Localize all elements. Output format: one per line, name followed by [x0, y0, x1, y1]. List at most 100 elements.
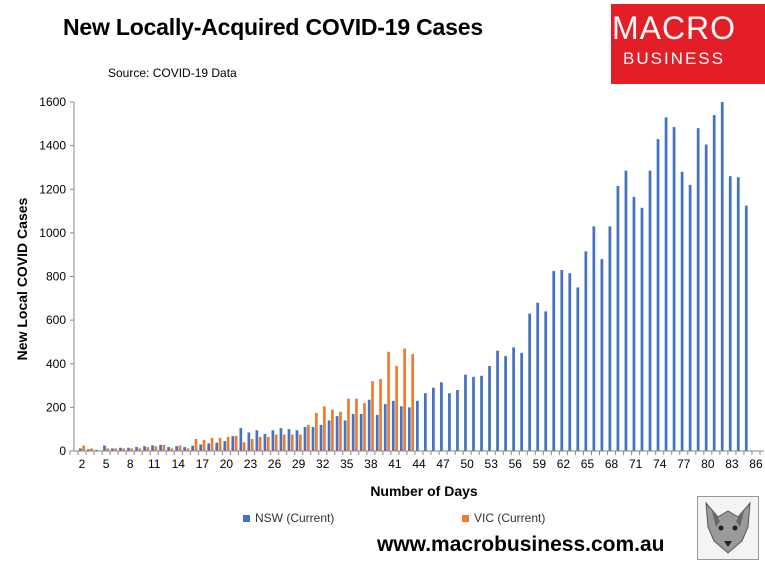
- nsw-bar: [584, 251, 588, 451]
- vic-bar: [138, 448, 142, 451]
- x-tick-label: 65: [581, 457, 595, 471]
- vic-bar: [250, 439, 254, 451]
- x-tick-label: 32: [316, 457, 330, 471]
- nsw-bar: [399, 406, 403, 451]
- nsw-bar: [440, 382, 443, 451]
- nsw-bar: [127, 447, 130, 451]
- vic-bar: [234, 435, 238, 451]
- vic-bar: [90, 448, 94, 451]
- nsw-bar: [704, 144, 708, 451]
- vic-bar: [146, 447, 150, 451]
- nsw-bar: [712, 115, 716, 451]
- nsw-bar: [111, 448, 114, 451]
- nsw-bar: [327, 420, 331, 451]
- vic-bar: [266, 436, 270, 451]
- vic-bar: [298, 434, 302, 451]
- nsw-bar: [520, 352, 523, 451]
- nsw-bar: [696, 128, 700, 451]
- nsw-bar: [239, 428, 243, 451]
- vic-bar: [411, 353, 415, 451]
- x-tick-label: 86: [749, 457, 763, 471]
- vic-bar: [130, 448, 134, 451]
- nsw-bar: [263, 433, 267, 451]
- x-tick-label: 80: [701, 457, 715, 471]
- nsw-bar: [680, 171, 684, 452]
- x-tick-label: 20: [220, 457, 234, 471]
- vic-bar: [202, 440, 206, 451]
- nsw-bar: [247, 432, 251, 451]
- nsw-bar: [504, 356, 507, 451]
- legend-vic-label: VIC (Current): [474, 511, 546, 525]
- x-tick-label: 26: [268, 457, 282, 471]
- x-axis-label: Number of Days: [370, 483, 478, 499]
- legend-vic-swatch: [462, 515, 469, 523]
- bars-layer: [79, 102, 748, 452]
- nsw-bar: [87, 449, 90, 451]
- nsw-bar: [79, 448, 82, 451]
- vic-bar: [186, 448, 190, 451]
- logo-line-2: BUSINESS: [623, 49, 725, 68]
- nsw-bar: [592, 226, 596, 451]
- nsw-bar: [311, 427, 315, 451]
- nsw-bar: [656, 139, 660, 451]
- y-axis-label: New Local COVID Cases: [14, 197, 30, 360]
- nsw-bar: [143, 446, 146, 451]
- nsw-bar: [600, 259, 604, 451]
- nsw-bar: [191, 445, 195, 451]
- nsw-bar: [319, 424, 323, 451]
- nsw-bar: [271, 430, 275, 451]
- nsw-bar: [231, 436, 235, 451]
- vic-bar: [331, 409, 334, 451]
- nsw-bar: [151, 445, 154, 451]
- nsw-bar: [95, 449, 98, 451]
- vic-bar: [178, 445, 182, 451]
- nsw-bar: [287, 429, 291, 451]
- vic-bar: [226, 436, 230, 451]
- x-tick-label: 77: [677, 457, 691, 471]
- macrobusiness-logo: MACRO BUSINESS: [611, 4, 765, 84]
- vic-bar: [242, 442, 246, 451]
- nsw-bar: [512, 347, 515, 451]
- nsw-bar: [456, 389, 459, 451]
- x-tick-label: 17: [196, 457, 210, 471]
- nsw-bar: [367, 399, 371, 451]
- x-tick-label: 5: [103, 457, 110, 471]
- x-tick-label: 47: [436, 457, 450, 471]
- nsw-bar: [672, 127, 676, 451]
- x-tick-label: 62: [557, 457, 571, 471]
- nsw-bar: [335, 416, 339, 451]
- nsw-bar: [488, 365, 491, 451]
- nsw-bar: [383, 404, 387, 451]
- nsw-bar: [199, 444, 203, 451]
- x-tick-label: 74: [653, 457, 667, 471]
- nsw-bar: [688, 184, 692, 451]
- x-tick-label: 8: [127, 457, 134, 471]
- nsw-bar: [496, 350, 499, 451]
- nsw-bar: [472, 376, 475, 451]
- nsw-bar: [528, 313, 532, 451]
- y-tick-label: 1400: [39, 139, 66, 153]
- nsw-bar: [480, 375, 483, 451]
- nsw-bar: [119, 447, 122, 451]
- x-tick-label: 56: [509, 457, 523, 471]
- nsw-bar: [648, 170, 652, 451]
- vic-bar: [218, 437, 222, 451]
- x-tick-label: 41: [388, 457, 402, 471]
- nsw-bar: [736, 177, 740, 451]
- nsw-bar: [744, 205, 748, 451]
- x-tick-label: 44: [412, 457, 426, 471]
- x-tick-label: 83: [725, 457, 739, 471]
- y-tick-label: 0: [59, 444, 66, 458]
- wolf-logo-image: [705, 501, 751, 554]
- y-tick-label: 1600: [39, 95, 66, 109]
- y-tick-label: 600: [46, 313, 66, 327]
- nsw-bar: [576, 287, 580, 451]
- vic-bar: [323, 406, 326, 451]
- nsw-bar: [632, 196, 636, 451]
- y-tick-label: 200: [46, 400, 66, 414]
- vic-bar: [162, 444, 166, 451]
- nsw-bar: [159, 444, 162, 451]
- website-url: www.macrobusiness.com.au: [377, 533, 665, 556]
- x-tick-label: 14: [172, 457, 186, 471]
- nsw-bar: [424, 393, 427, 451]
